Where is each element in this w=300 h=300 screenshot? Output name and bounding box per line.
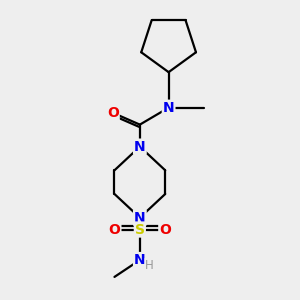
Text: N: N: [163, 101, 174, 115]
Text: S: S: [135, 223, 145, 236]
Text: N: N: [134, 253, 146, 267]
Text: O: O: [107, 106, 119, 120]
Text: O: O: [109, 223, 120, 236]
Text: H: H: [145, 259, 154, 272]
Text: N: N: [134, 211, 146, 225]
Text: O: O: [159, 223, 171, 236]
Text: N: N: [134, 140, 146, 154]
